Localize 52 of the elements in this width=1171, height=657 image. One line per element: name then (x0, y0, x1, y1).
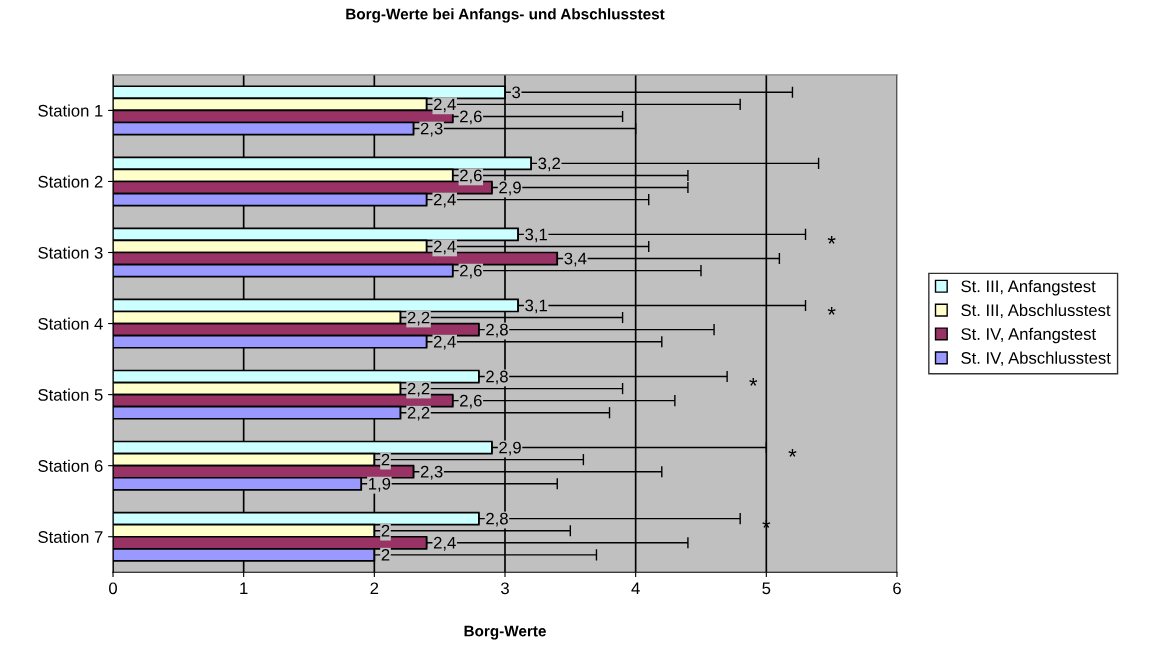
x-tick-label: 4 (631, 582, 640, 595)
data-label: 2,2 (407, 311, 430, 326)
chart-title: Borg-Werte bei Anfangs- und Abschlusstest (346, 8, 665, 23)
x-tick-label: 5 (762, 582, 771, 595)
data-label: 2,4 (433, 193, 456, 208)
data-label: 3,1 (525, 228, 547, 243)
y-tick-label: Station 5 (38, 388, 103, 401)
legend-label: St. III, Abschlusstest (961, 303, 1111, 319)
x-axis-title: Borg-Werte (464, 625, 546, 640)
data-label: 2,9 (499, 441, 521, 456)
data-label: 2,6 (460, 169, 482, 184)
data-label: 2,6 (460, 264, 482, 279)
data-label: 3,4 (564, 252, 587, 267)
data-label: 2 (381, 453, 390, 466)
annotation: * (788, 449, 797, 457)
y-tick-label: Station 4 (38, 317, 103, 330)
x-tick-label: 0 (109, 582, 117, 595)
y-tick-label: Station 2 (38, 175, 103, 188)
legend-label: St. III, Anfangstest (961, 280, 1096, 296)
data-label: 2,9 (499, 181, 521, 196)
data-label: 2,3 (420, 465, 443, 480)
data-label: 3 (512, 86, 521, 99)
data-label: 2 (381, 524, 390, 537)
y-tick-label: Station 3 (38, 246, 103, 259)
data-label: 3,2 (538, 157, 560, 172)
y-tick-label: Station 7 (38, 530, 103, 543)
data-label: 2,3 (420, 122, 443, 137)
data-label: 2,2 (407, 382, 430, 397)
y-tick-label: Station 6 (38, 459, 103, 472)
legend-label: St. IV, Abschlusstest (961, 351, 1111, 366)
x-tick-label: 6 (893, 582, 901, 595)
data-label: 2,8 (486, 370, 508, 385)
y-tick-label: Station 1 (38, 104, 103, 117)
x-tick-label: 1 (240, 582, 248, 595)
data-label: 2,4 (433, 335, 456, 350)
data-label: 3,1 (525, 299, 547, 314)
data-label: 2 (381, 548, 390, 561)
annotation: * (827, 306, 836, 315)
data-label: 2,6 (460, 110, 482, 125)
data-label: 2,4 (433, 536, 456, 551)
annotation: * (749, 377, 758, 386)
data-label: 2,6 (460, 394, 482, 409)
annotation: * (827, 235, 836, 244)
data-label: 2,4 (433, 98, 456, 113)
x-tick-label: 3 (501, 582, 509, 595)
data-label: 1,9 (369, 477, 391, 492)
data-label: 2,2 (407, 406, 430, 421)
data-label: 2,8 (486, 323, 508, 338)
x-tick-label: 2 (370, 582, 379, 595)
legend-label: St. IV, Anfangstest (961, 327, 1096, 344)
data-label: 2,4 (433, 240, 456, 255)
data-label: 2,8 (486, 512, 508, 527)
